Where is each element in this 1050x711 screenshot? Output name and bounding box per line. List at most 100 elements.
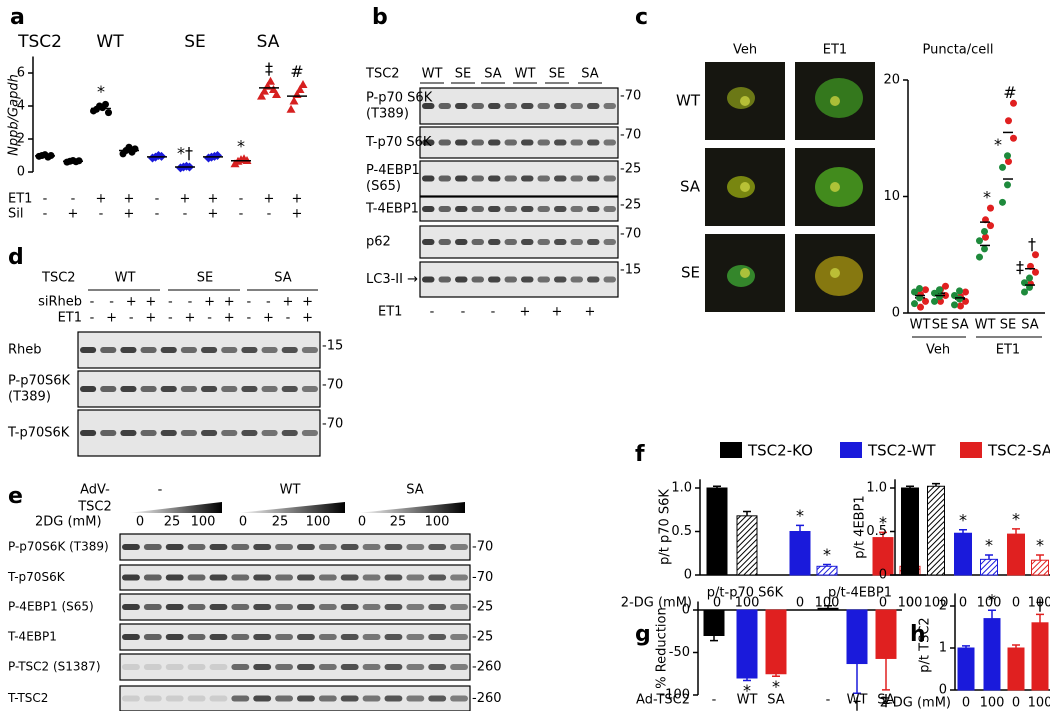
data-point: [105, 109, 112, 117]
blot-band: [100, 386, 117, 392]
blot-band: [471, 239, 484, 245]
treatment-sign: -: [239, 207, 244, 222]
treatment-sign: -: [267, 207, 272, 222]
group-label: SA: [406, 483, 423, 498]
blot-band: [209, 664, 228, 670]
data-point: [931, 297, 938, 305]
legend-swatch: [720, 442, 742, 458]
dose-value: 0: [358, 515, 366, 530]
blot-band: [504, 276, 517, 283]
nucleus: [830, 268, 840, 278]
blot-band: [165, 695, 184, 702]
blot-band: [143, 695, 162, 702]
bar: [816, 565, 838, 576]
x-tick-label: 100: [1028, 596, 1050, 611]
micrograph-row: SE: [681, 264, 700, 282]
significance: *: [97, 82, 105, 101]
data-point: [981, 227, 988, 235]
treatment-sign: +: [292, 207, 303, 222]
significance: *: [823, 545, 831, 564]
blot-band: [209, 574, 228, 581]
bar: [789, 531, 811, 576]
data-point: [1032, 268, 1039, 276]
blot-label: P-p70S6K (T389): [8, 540, 109, 554]
blot-band: [231, 544, 250, 550]
mw-marker: -70: [322, 417, 343, 432]
blot-band: [231, 604, 250, 610]
data-point: [1005, 117, 1012, 125]
significance: *†: [177, 144, 193, 163]
blot: [419, 160, 619, 197]
data-point: [962, 288, 969, 296]
treatment-sign: +: [68, 207, 79, 222]
data-point: [936, 286, 943, 294]
bar: [927, 485, 945, 576]
bar: [706, 487, 728, 576]
error-bar: [932, 482, 940, 487]
data-point: [951, 301, 958, 309]
chart-title: Puncta/cell: [922, 43, 993, 58]
blot-band: [253, 695, 272, 702]
blot-header: AdV-: [80, 483, 110, 498]
dose-wedge: [237, 502, 345, 513]
error-bar: [959, 529, 967, 534]
data-point: [911, 300, 918, 308]
mw-marker: -70: [322, 378, 343, 393]
error-bar: [710, 635, 718, 642]
blot-band: [570, 175, 583, 182]
data-point: [1032, 251, 1039, 259]
blot-band: [120, 430, 137, 436]
blot-band: [406, 664, 425, 670]
blot-band: [554, 206, 567, 212]
dose-wedge: [128, 502, 222, 513]
treatment-sign: +: [126, 295, 137, 310]
blot-band: [80, 430, 97, 436]
significance: *: [985, 535, 993, 554]
blot-band: [187, 634, 206, 640]
blot-band: [318, 634, 337, 640]
blot-label: T-p70 S6K: [365, 135, 432, 150]
blot-band: [537, 139, 550, 146]
error-bar: [823, 563, 831, 567]
panel-label: f: [635, 442, 645, 467]
panel-label: g: [635, 622, 651, 647]
error-bar: [906, 485, 914, 488]
blot-band: [521, 276, 534, 283]
bar: [765, 609, 787, 675]
bar: [1007, 533, 1025, 576]
blot-band: [318, 604, 337, 610]
treatment-sign: +: [106, 311, 117, 326]
error-bar: [853, 663, 861, 695]
treatment-sign: +: [180, 192, 191, 207]
blot-band: [422, 103, 435, 109]
bar: [1031, 559, 1049, 576]
blot-band: [122, 544, 140, 550]
bar: [736, 515, 758, 576]
blot-label: (T389): [8, 390, 51, 405]
x-tick-label: -: [826, 693, 831, 708]
data-point: [242, 155, 252, 164]
treatment-sign: -: [99, 207, 104, 222]
blot-band: [362, 574, 381, 581]
treatment-sign: +: [302, 311, 313, 326]
blot-band: [122, 695, 140, 702]
error-bar: [1012, 644, 1020, 648]
y-tick-label: 0: [17, 165, 25, 180]
blot-band: [140, 386, 157, 392]
mw-marker: -70: [472, 570, 493, 585]
dose-value: 25: [272, 515, 289, 530]
treatment-sign: +: [208, 192, 219, 207]
data-point: [295, 85, 305, 93]
blot-band: [143, 574, 162, 581]
row-label: Sil: [8, 207, 23, 222]
significance: *: [879, 513, 887, 532]
mw-marker: -15: [322, 339, 343, 354]
dose-value: 0: [239, 515, 247, 530]
blot-band: [362, 544, 381, 550]
row-label: ET1: [8, 192, 32, 207]
bar: [983, 618, 1001, 691]
blot-band: [100, 347, 117, 353]
blot: [77, 331, 321, 369]
blot-band: [165, 544, 184, 550]
x-tick-label: WT: [975, 318, 996, 333]
